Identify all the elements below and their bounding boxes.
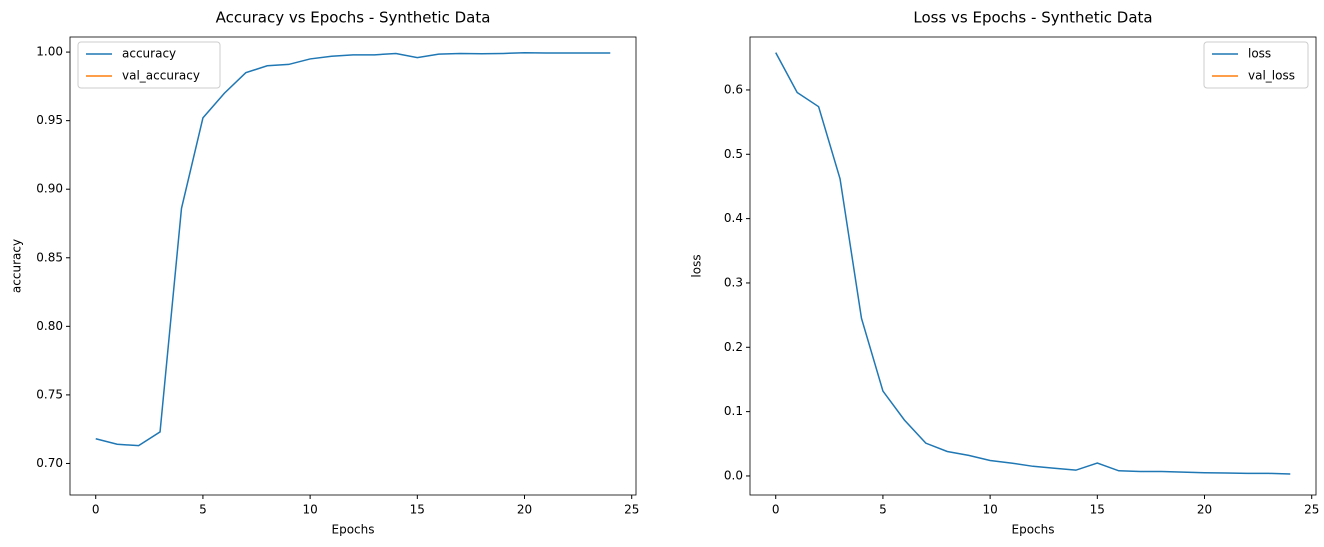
x-tick-label: 5 (199, 503, 207, 517)
line (775, 52, 1291, 475)
x-tick-label: 10 (302, 503, 317, 517)
x-axis-label: Epochs (1012, 523, 1055, 537)
y-tick-label: 1.00 (36, 45, 63, 59)
y-tick-label: 0.1 (724, 404, 743, 418)
x-tick-label: 0 (92, 503, 100, 517)
x-axis-label: Epochs (332, 523, 375, 537)
y-tick-label: 0.5 (724, 147, 743, 161)
x-tick-label: 0 (772, 503, 780, 517)
x-tick-label: 10 (982, 503, 997, 517)
y-tick-label: 0.95 (36, 113, 63, 127)
y-axis-label: loss (690, 254, 704, 277)
legend-label: loss (1248, 47, 1271, 61)
chart-title: Accuracy vs Epochs - Synthetic Data (216, 9, 491, 27)
legend-label: accuracy (122, 47, 176, 61)
line (95, 52, 611, 447)
y-tick-label: 0.75 (36, 387, 63, 401)
y-tick-label: 0.4 (724, 211, 743, 225)
x-tick-label: 25 (624, 503, 639, 517)
legend-box (77, 41, 221, 89)
x-tick-label: 20 (1197, 503, 1212, 517)
x-tick-label: 5 (879, 503, 887, 517)
legend-label: val_loss (1248, 69, 1295, 83)
x-tick-label: 15 (410, 503, 425, 517)
y-tick-label: 0.0 (724, 468, 743, 482)
y-tick-label: 0.80 (36, 319, 63, 333)
x-tick-label: 25 (1304, 503, 1319, 517)
x-tick-label: 15 (1090, 503, 1105, 517)
axes-frame (69, 36, 637, 496)
y-tick-label: 0.6 (724, 82, 743, 96)
y-tick-label: 0.3 (724, 275, 743, 289)
y-axis-label: accuracy (10, 239, 24, 293)
y-tick-label: 0.90 (36, 182, 63, 196)
x-tick-label: 20 (517, 503, 532, 517)
y-tick-label: 0.85 (36, 250, 63, 264)
legend-label: val_accuracy (122, 69, 200, 83)
y-tick-label: 0.2 (724, 340, 743, 354)
y-tick-label: 0.70 (36, 456, 63, 470)
axes-frame (749, 36, 1317, 496)
chart-title: Loss vs Epochs - Synthetic Data (913, 9, 1152, 27)
